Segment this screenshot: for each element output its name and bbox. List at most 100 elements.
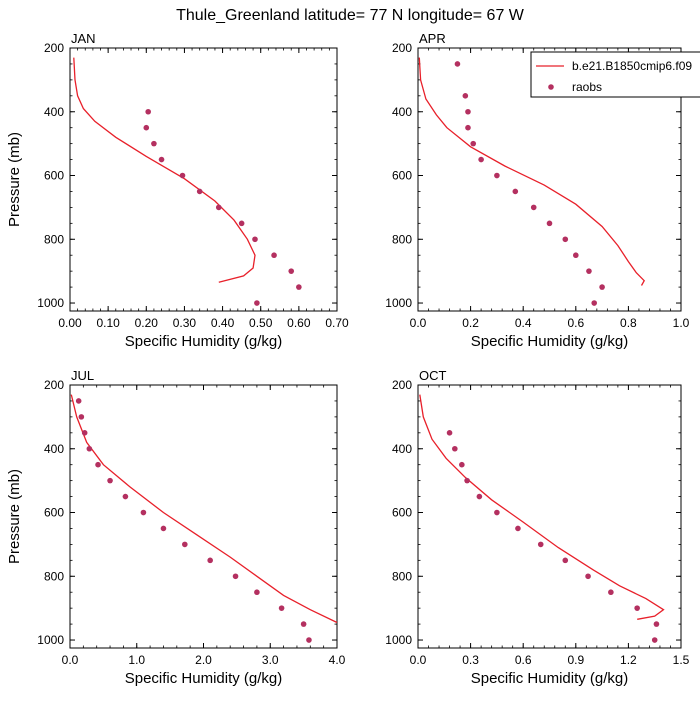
x-tick-label: 0.50 xyxy=(249,316,273,330)
obs-point xyxy=(254,300,260,306)
obs-point xyxy=(562,236,569,243)
y-tick-label: 200 xyxy=(392,41,412,55)
obs-point xyxy=(446,430,453,436)
y-axis-title: Pressure (mb) xyxy=(6,132,23,227)
obs-point xyxy=(546,220,553,227)
obs-point xyxy=(278,605,285,611)
obs-point xyxy=(651,637,658,643)
model-line xyxy=(418,57,646,286)
obs-point xyxy=(232,573,239,580)
legend-obs-label: raobs xyxy=(572,80,602,94)
plot-area xyxy=(419,394,665,643)
obs-point xyxy=(81,430,88,436)
x-tick-label: 1.0 xyxy=(128,653,145,667)
obs-point xyxy=(215,204,222,211)
y-tick-label: 800 xyxy=(44,232,64,246)
y-tick-label: 400 xyxy=(44,442,64,456)
x-tick-label: 0.0 xyxy=(410,316,427,330)
plot-area xyxy=(418,57,646,306)
legend: b.e21.B1850cmip6.f09 raobs xyxy=(530,51,700,98)
y-axis-title: Pressure (mb) xyxy=(6,469,23,564)
legend-box xyxy=(530,51,700,98)
obs-point xyxy=(179,172,186,179)
obs-point xyxy=(182,541,188,548)
x-axis-title: Specific Humidity (g/kg) xyxy=(471,670,629,687)
panel-label: OCT xyxy=(419,368,447,383)
obs-point xyxy=(478,156,484,163)
y-tick-label: 200 xyxy=(392,378,412,392)
panel-label: APR xyxy=(419,31,446,46)
obs-point xyxy=(75,398,82,404)
x-tick-label: 3.0 xyxy=(262,653,279,667)
obs-point xyxy=(537,541,544,548)
x-tick-label: 0.3 xyxy=(462,653,479,667)
obs-point xyxy=(459,461,465,468)
obs-point xyxy=(296,284,302,290)
panels: JAN 0.00 0.10 0.20 0.30 0.40 0.50 0.60 0.70 200 40… xyxy=(6,31,690,687)
x-tick-label: 1.0 xyxy=(673,316,690,330)
obs-point xyxy=(470,140,477,147)
y-tick-label: 1000 xyxy=(385,633,412,647)
obs-point xyxy=(562,557,569,564)
y-tick-label: 600 xyxy=(392,506,412,520)
obs-point xyxy=(634,605,640,611)
x-tick-label: 1.5 xyxy=(673,653,690,667)
panel-jul: JUL 0.0 1.0 2.0 3.0 4.0 200 400 600 800 1000 Specif… xyxy=(6,368,346,687)
y-tick-label: 400 xyxy=(392,105,412,119)
figure-title: Thule_Greenland latitude= 77 N longitude… xyxy=(176,7,525,24)
x-tick-label: 0.4 xyxy=(515,316,532,330)
x-tick-label: 0.70 xyxy=(325,316,349,330)
x-tick-label: 4.0 xyxy=(329,653,346,667)
plot-frame xyxy=(417,384,682,649)
obs-point xyxy=(122,493,129,500)
obs-point xyxy=(512,188,519,195)
obs-point xyxy=(288,268,295,274)
y-tick-label: 200 xyxy=(44,41,64,55)
x-tick-label: 0.0 xyxy=(410,653,427,667)
obs-point xyxy=(608,589,614,596)
x-tick-label: 0.6 xyxy=(515,653,532,667)
legend-obs-marker xyxy=(548,84,554,90)
obs-point xyxy=(452,445,458,452)
x-tick-label: 0.40 xyxy=(211,316,235,330)
panel-jan: JAN 0.00 0.10 0.20 0.30 0.40 0.50 0.60 0.70 200 40… xyxy=(6,31,349,350)
y-tick-label: 800 xyxy=(392,232,412,246)
x-tick-label: 0.60 xyxy=(287,316,311,330)
x-tick-label: 0.2 xyxy=(462,316,479,330)
obs-point xyxy=(591,300,598,306)
obs-point xyxy=(476,493,483,500)
obs-point xyxy=(252,236,258,243)
y-tick-label: 600 xyxy=(44,506,64,520)
obs-point xyxy=(86,445,93,452)
x-tick-label: 1.2 xyxy=(620,653,637,667)
obs-point xyxy=(585,573,591,580)
obs-point xyxy=(465,124,471,131)
obs-point xyxy=(78,414,85,420)
y-tick-label: 200 xyxy=(44,378,64,392)
obs-point xyxy=(306,637,312,643)
obs-point xyxy=(271,252,277,259)
obs-point xyxy=(143,124,150,131)
y-tick-label: 1000 xyxy=(385,296,412,310)
y-tick-label: 600 xyxy=(392,169,412,183)
x-tick-label: 0.8 xyxy=(620,316,637,330)
obs-point xyxy=(95,461,101,468)
obs-point xyxy=(207,557,213,564)
obs-point xyxy=(586,268,592,274)
y-tick-label: 1000 xyxy=(37,633,64,647)
y-tick-label: 600 xyxy=(44,169,64,183)
x-tick-label: 0.0 xyxy=(62,653,79,667)
y-tick-label: 400 xyxy=(392,442,412,456)
x-axis-title: Specific Humidity (g/kg) xyxy=(125,333,283,350)
obs-point xyxy=(196,188,203,195)
obs-point xyxy=(254,589,260,596)
y-tick-label: 800 xyxy=(392,569,412,583)
panel-label: JAN xyxy=(71,31,96,46)
x-tick-label: 0.6 xyxy=(567,316,584,330)
x-tick-label: 0.9 xyxy=(567,653,584,667)
model-line xyxy=(70,394,337,624)
panel-apr: APR 0.0 0.2 0.4 0.6 0.8 1.0 200 400 600 800 1000 Spe… xyxy=(385,31,689,350)
panel-label: JUL xyxy=(71,368,94,383)
x-axis-title: Specific Humidity (g/kg) xyxy=(125,670,283,687)
